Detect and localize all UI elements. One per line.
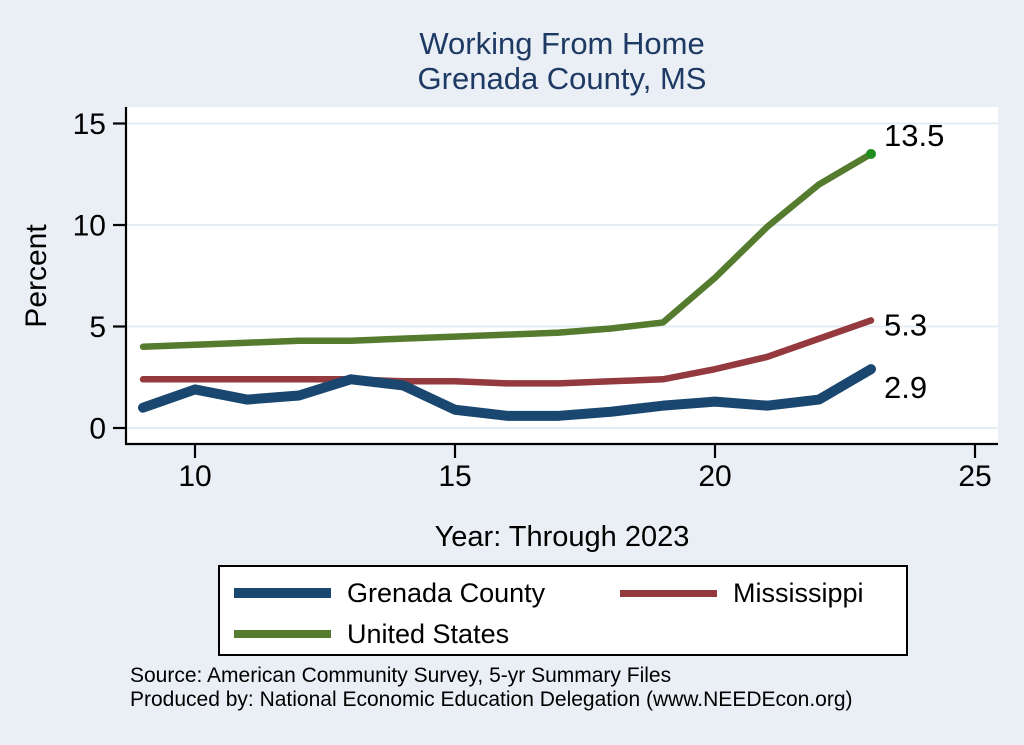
legend-item-mississippi: Mississippi: [620, 572, 864, 614]
chart-title: Working From Home Grenada County, MS: [126, 26, 998, 96]
y-tick-label-0: 0: [89, 413, 106, 446]
end-label-grenada-county: 2.9: [884, 370, 927, 405]
legend-item-united-states: United States: [234, 613, 509, 655]
series-line-united-states: [139, 150, 875, 351]
x-tick-label-20: 20: [698, 460, 731, 493]
end-label-united-states: 13.5: [884, 118, 944, 153]
y-tick-label-10: 10: [73, 210, 106, 243]
legend-swatch-united-states: [234, 630, 331, 638]
end-label-mississippi: 5.3: [884, 307, 927, 342]
x-tick-label-25: 25: [958, 460, 991, 493]
x-tick-label-15: 15: [438, 460, 471, 493]
legend-box: Grenada County Mississippi United States: [218, 565, 908, 656]
y-axis-title: Percent: [20, 224, 53, 328]
legend-label-mississippi: Mississippi: [733, 577, 864, 608]
series-line-mississippi: [139, 317, 875, 387]
legend-label-grenada-county: Grenada County: [347, 577, 546, 608]
chart-title-line2: Grenada County, MS: [417, 61, 707, 96]
x-axis-title: Year: Through 2023: [434, 521, 690, 553]
chart-title-line1: Working From Home: [419, 26, 705, 61]
series-end-dot-united-states: [866, 148, 876, 159]
footer-notes: Source: American Community Survey, 5-yr …: [130, 664, 990, 711]
legend-swatch-mississippi: [620, 589, 717, 597]
legend-label-united-states: United States: [347, 618, 510, 649]
plot-svg: 0 5 10 15 10 15 20 25 2.9 5.3 13.5: [73, 107, 998, 493]
x-tick-label-10: 10: [178, 460, 211, 493]
source-note: Source: American Community Survey, 5-yr …: [130, 664, 672, 687]
y-tick-label-5: 5: [89, 311, 106, 344]
series-line-grenada-county: [138, 364, 876, 421]
legend-swatch-grenada-county: [234, 588, 331, 598]
y-tick-label-15: 15: [73, 108, 106, 141]
legend-item-grenada-county: Grenada County: [234, 572, 545, 614]
produced-by-note: Produced by: National Economic Education…: [130, 687, 853, 711]
